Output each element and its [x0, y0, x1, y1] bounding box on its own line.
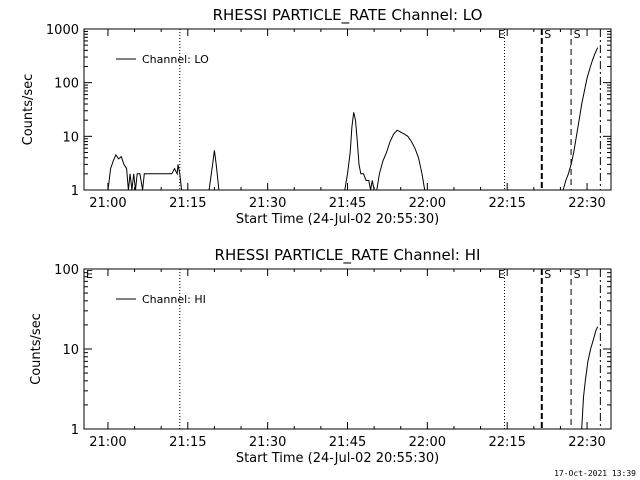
event-marker-label: S: [544, 28, 551, 41]
chart-title: RHESSI PARTICLE_RATE Channel: HI: [215, 246, 481, 265]
x-tick-label: 21:30: [249, 435, 286, 450]
x-axis-label: Start Time (24-Jul-02 20:55:30): [236, 212, 439, 227]
series-line-segment: [581, 326, 599, 430]
x-tick-label: 22:00: [409, 196, 446, 211]
chart-panel-0: RHESSI PARTICLE_RATE Channel: LO 21:00 21:…: [21, 6, 612, 227]
x-tick-label: 21:00: [89, 435, 126, 450]
chart-title: RHESSI PARTICLE_RATE Channel: LO: [213, 6, 483, 25]
event-marker-label: E: [498, 28, 505, 41]
x-tick-label: 22:30: [568, 435, 605, 450]
x-tick-label: 22:30: [568, 196, 605, 211]
x-tick-label: 21:15: [169, 196, 206, 211]
y-axis-label: Counts/sec: [29, 313, 44, 385]
x-tick-label: 21:45: [329, 435, 366, 450]
x-tick-label: 21:30: [249, 196, 286, 211]
y-tick-label: 1: [71, 184, 79, 199]
series-line-segment: [376, 129, 426, 191]
y-tick-label: 100: [54, 77, 79, 92]
x-tick-label: 22:15: [488, 196, 525, 211]
event-marker-label: S: [574, 28, 581, 41]
x-axis-label: Start Time (24-Jul-02 20:55:30): [236, 451, 439, 466]
y-tick-label: 10: [62, 130, 79, 145]
event-marker-label: S: [574, 268, 581, 281]
y-tick-label: 1000: [46, 23, 79, 38]
series-line-segment: [562, 47, 599, 191]
y-axis-label: Counts/sec: [21, 74, 36, 146]
series-line-segment: [107, 153, 183, 191]
legend-label: Channel: LO: [142, 53, 209, 66]
chart-panel-1: RHESSI PARTICLE_RATE Channel: HI 21:00 21:…: [29, 246, 612, 466]
event-marker-label: E: [86, 268, 93, 281]
y-tick-label: 1: [71, 423, 79, 438]
series-line-segment: [344, 112, 375, 191]
x-tick-label: 21:45: [329, 196, 366, 211]
y-tick-label: 100: [54, 263, 79, 278]
x-tick-label: 21:00: [89, 196, 126, 211]
event-marker-label: S: [544, 268, 551, 281]
y-tick-label: 10: [62, 343, 79, 358]
legend-label: Channel: HI: [142, 293, 206, 306]
series-line-segment: [208, 150, 220, 191]
x-tick-label: 21:15: [169, 435, 206, 450]
x-tick-label: 22:15: [488, 435, 525, 450]
x-tick-label: 22:00: [409, 435, 446, 450]
footer-timestamp: 17-Oct-2021 13:39: [554, 469, 636, 478]
event-marker-label: E: [498, 268, 505, 281]
